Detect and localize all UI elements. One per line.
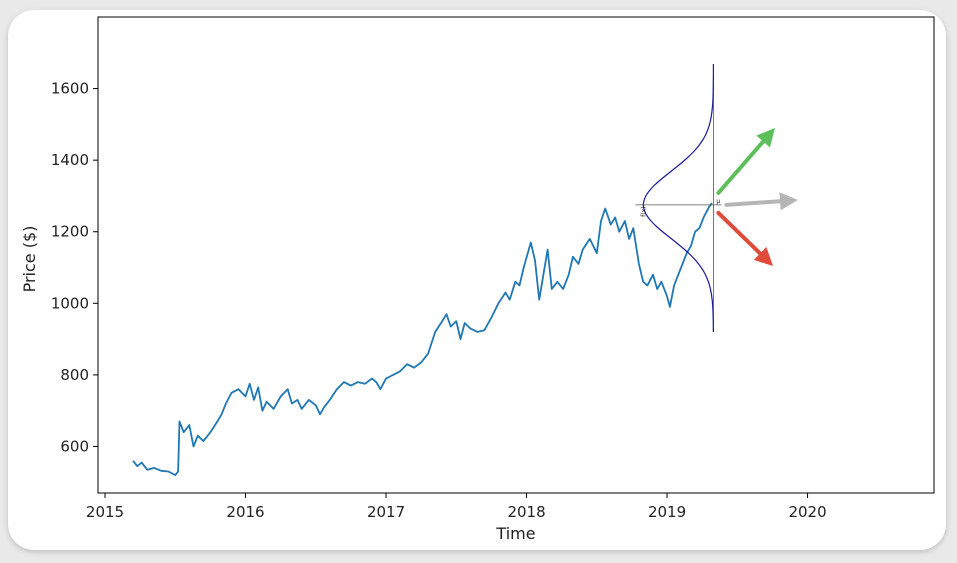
arrow-up-shaft: [716, 139, 766, 195]
arrow-flat-head: [779, 192, 798, 211]
y-tick-label: 800: [60, 366, 89, 384]
y-tick-label: 1400: [51, 151, 89, 169]
fx-label: f(x): [640, 207, 647, 217]
x-axis-label: Time: [495, 524, 535, 543]
y-axis-ticks: 600 800 1000 1200 1400 1600: [51, 80, 98, 455]
series-group: [132, 202, 713, 476]
y-tick-label: 1200: [51, 223, 89, 241]
arrow-up-head: [756, 128, 775, 148]
x-tick-label: 2015: [86, 503, 124, 521]
forecast-arrows: [716, 128, 798, 266]
distribution-overlay: f(x) μ: [635, 64, 722, 333]
plot-frame: [97, 16, 935, 494]
bell-curve: [642, 64, 714, 333]
x-tick-label: 2017: [367, 503, 405, 521]
x-tick-label: 2019: [648, 503, 686, 521]
y-tick-label: 1000: [51, 294, 89, 312]
y-tick-label: 600: [60, 437, 89, 455]
mu-label: μ: [716, 198, 720, 205]
y-tick-label: 1600: [51, 80, 89, 98]
y-axis-label: Price ($): [20, 226, 39, 293]
chart-card: [8, 10, 946, 550]
x-tick-label: 2016: [226, 503, 264, 521]
arrow-flat-shaft: [724, 199, 783, 207]
x-axis-ticks: 2015 2016 2017 2018 2019 2020: [86, 493, 827, 521]
price-series-line: [132, 202, 713, 476]
x-tick-label: 2020: [788, 503, 826, 521]
x-tick-label: 2018: [507, 503, 545, 521]
arrow-down-head: [753, 246, 773, 266]
arrow-down-shaft: [716, 210, 763, 256]
